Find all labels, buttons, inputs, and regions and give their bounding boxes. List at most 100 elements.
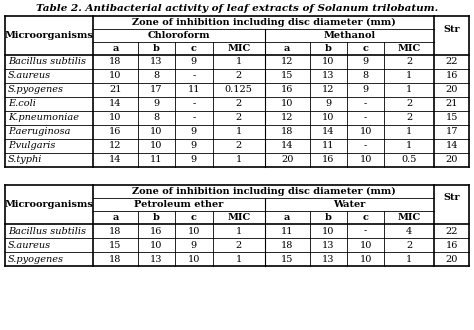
- Text: 8: 8: [154, 72, 160, 81]
- Text: 1: 1: [406, 72, 412, 81]
- Text: 10: 10: [359, 155, 372, 164]
- Text: 9: 9: [363, 57, 369, 67]
- Text: 13: 13: [322, 72, 335, 81]
- Text: 2: 2: [236, 114, 242, 122]
- Text: 10: 10: [109, 114, 122, 122]
- Text: S.pyogenes: S.pyogenes: [8, 254, 64, 263]
- Text: 12: 12: [322, 85, 335, 94]
- Text: b: b: [325, 213, 332, 222]
- Text: S.pyogenes: S.pyogenes: [8, 85, 64, 94]
- Text: P.vulgaris: P.vulgaris: [8, 142, 55, 150]
- Text: -: -: [364, 100, 367, 109]
- Text: 14: 14: [281, 142, 293, 150]
- Text: Zone of inhibition including disc diameter (mm): Zone of inhibition including disc diamet…: [132, 187, 395, 196]
- Text: S.typhi: S.typhi: [8, 155, 42, 164]
- Text: 13: 13: [322, 254, 335, 263]
- Text: 2: 2: [236, 100, 242, 109]
- Text: 10: 10: [322, 57, 335, 67]
- Text: 9: 9: [325, 100, 331, 109]
- Text: 18: 18: [109, 57, 122, 67]
- Text: 10: 10: [150, 142, 163, 150]
- Text: c: c: [191, 213, 197, 222]
- Text: 2: 2: [236, 241, 242, 249]
- Text: 14: 14: [445, 142, 458, 150]
- Text: Bacillus subtilis: Bacillus subtilis: [8, 226, 86, 236]
- Text: MIC: MIC: [227, 213, 250, 222]
- Text: -: -: [364, 142, 367, 150]
- Text: c: c: [363, 44, 369, 53]
- Text: 22: 22: [445, 57, 458, 67]
- Text: 14: 14: [109, 155, 122, 164]
- Text: Microorganisms: Microorganisms: [5, 200, 93, 209]
- Text: -: -: [364, 114, 367, 122]
- Text: 15: 15: [109, 241, 122, 249]
- Text: 12: 12: [281, 114, 293, 122]
- Text: Petroleum ether: Petroleum ether: [134, 200, 224, 209]
- Text: 1: 1: [236, 226, 242, 236]
- Text: Microorganisms: Microorganisms: [5, 31, 93, 40]
- Text: 13: 13: [150, 254, 163, 263]
- Text: 0.125: 0.125: [225, 85, 253, 94]
- Text: 21: 21: [109, 85, 122, 94]
- Text: 13: 13: [150, 57, 163, 67]
- Text: E.coli: E.coli: [8, 100, 36, 109]
- Text: 20: 20: [446, 85, 458, 94]
- Text: S.aureus: S.aureus: [8, 241, 51, 249]
- Text: 12: 12: [109, 142, 122, 150]
- Text: Methanol: Methanol: [323, 31, 375, 40]
- Text: Table 2. Antibacterial activity of leaf extracts of Solanum trilobatum.: Table 2. Antibacterial activity of leaf …: [36, 4, 438, 13]
- Text: 8: 8: [154, 114, 160, 122]
- Text: 15: 15: [446, 114, 458, 122]
- Text: 14: 14: [322, 127, 335, 137]
- Text: 10: 10: [359, 254, 372, 263]
- Text: 4: 4: [406, 226, 412, 236]
- Text: c: c: [363, 213, 369, 222]
- Text: 9: 9: [191, 142, 197, 150]
- Text: 1: 1: [406, 142, 412, 150]
- Text: Str: Str: [443, 24, 460, 34]
- Text: 13: 13: [322, 241, 335, 249]
- Text: 18: 18: [109, 254, 122, 263]
- Text: 16: 16: [322, 155, 335, 164]
- Text: a: a: [284, 44, 291, 53]
- Text: b: b: [325, 44, 332, 53]
- Text: 0.5: 0.5: [401, 155, 417, 164]
- Text: 10: 10: [359, 127, 372, 137]
- Text: a: a: [284, 213, 291, 222]
- Text: 16: 16: [446, 241, 458, 249]
- Text: -: -: [192, 72, 195, 81]
- Text: 22: 22: [445, 226, 458, 236]
- Text: 16: 16: [446, 72, 458, 81]
- Text: 15: 15: [281, 72, 293, 81]
- Text: 11: 11: [188, 85, 200, 94]
- Text: c: c: [191, 44, 197, 53]
- Text: 2: 2: [236, 72, 242, 81]
- Text: 10: 10: [281, 100, 293, 109]
- Text: 8: 8: [363, 72, 369, 81]
- Text: 10: 10: [150, 127, 163, 137]
- Text: 1: 1: [236, 127, 242, 137]
- Text: 9: 9: [191, 127, 197, 137]
- Text: b: b: [153, 213, 160, 222]
- Text: Chloroform: Chloroform: [147, 31, 210, 40]
- Text: 21: 21: [445, 100, 458, 109]
- Text: 9: 9: [191, 57, 197, 67]
- Text: MIC: MIC: [398, 213, 421, 222]
- Text: 15: 15: [281, 254, 293, 263]
- Text: 10: 10: [188, 254, 200, 263]
- Text: 9: 9: [363, 85, 369, 94]
- Text: 10: 10: [188, 226, 200, 236]
- Text: 17: 17: [150, 85, 163, 94]
- Text: 9: 9: [191, 241, 197, 249]
- Text: 2: 2: [236, 142, 242, 150]
- Text: 2: 2: [406, 114, 412, 122]
- Text: -: -: [192, 100, 195, 109]
- Text: 1: 1: [406, 127, 412, 137]
- Text: Str: Str: [443, 193, 460, 203]
- Text: 1: 1: [406, 85, 412, 94]
- Text: b: b: [153, 44, 160, 53]
- Text: a: a: [112, 213, 118, 222]
- Text: 18: 18: [109, 226, 122, 236]
- Text: 20: 20: [446, 254, 458, 263]
- Text: 10: 10: [322, 226, 335, 236]
